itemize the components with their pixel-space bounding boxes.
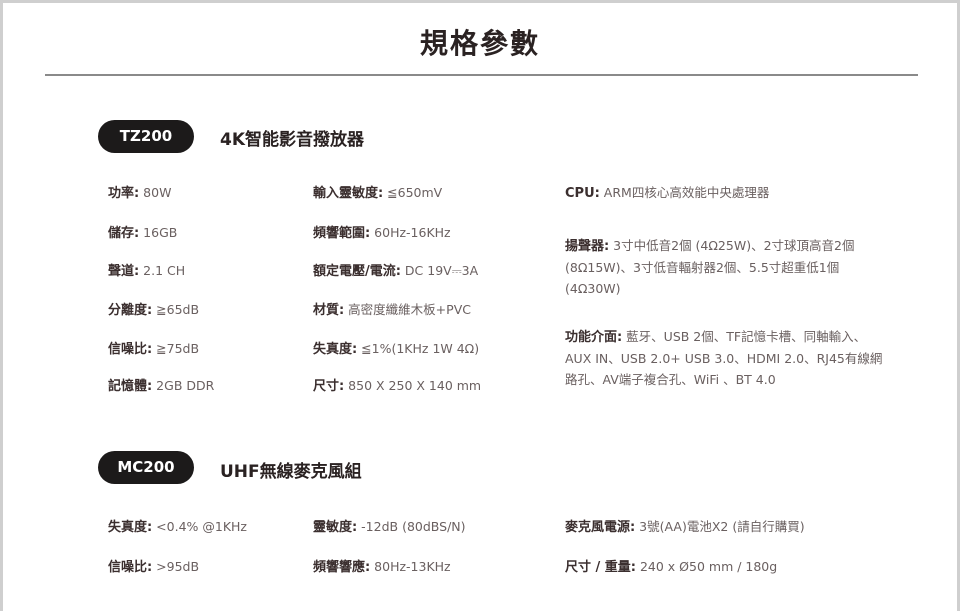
tz200-badge: TZ200 [98,120,194,153]
spec-label: 輸入靈敏度: [313,186,384,201]
spec-value: 60Hz-16KHz [370,225,451,240]
spec-value: ≦650mV [383,185,443,200]
spec-value: ARM四核心高效能中央處理器 [599,185,770,200]
spec-label: 尺寸 / 重量: [565,560,636,575]
spec-item: CPU: ARM四核心高效能中央處理器 [565,182,769,204]
spec-item: 材質: 高密度纖維木板+PVC [313,299,471,321]
mc200-heading: UHF無線麥克風組 [220,462,362,482]
spec-label: 靈敏度: [313,520,358,535]
spec-item: 麥克風電源: 3號(AA)電池X2 (請自行購買) [565,516,805,538]
spec-value: 80Hz-13KHz [370,559,451,574]
spec-label: 尺寸: [313,379,345,394]
spec-value: 藍牙、USB 2個、TF記憶卡槽、同軸輸入、AUX IN、USB 2.0+ US… [565,329,883,387]
spec-value: DC 19V⎓3A [400,263,479,278]
spec-item: 失真度: ≦1%(1KHz 1W 4Ω) [313,338,479,360]
spec-item: 信噪比: >95dB [108,556,199,578]
spec-item: 功能介面: 藍牙、USB 2個、TF記憶卡槽、同軸輸入、AUX IN、USB 2… [565,326,890,390]
spec-item: 靈敏度: -12dB (80dBS/N) [313,516,466,538]
spec-item: 頻響範圍: 60Hz-16KHz [313,222,451,244]
spec-value: -12dB (80dBS/N) [357,519,466,534]
spec-item: 信噪比: ≧75dB [108,338,199,360]
spec-item: 儲存: 16GB [108,222,177,244]
spec-value: 高密度纖維木板+PVC [344,302,471,317]
spec-item: 尺寸 / 重量: 240 x Ø50 mm / 180g [565,556,777,578]
divider [45,74,918,76]
spec-label: 儲存: [108,226,140,241]
spec-item: 尺寸: 850 X 250 X 140 mm [313,375,481,397]
spec-label: 功率: [108,186,140,201]
spec-value: 2GB DDR [152,378,215,393]
mc200-badge: MC200 [98,451,194,484]
spec-label: 頻響響應: [313,560,371,575]
spec-value: 3號(AA)電池X2 (請自行購買) [635,519,805,534]
spec-value: 850 X 250 X 140 mm [344,378,482,393]
spec-item: 額定電壓/電流: DC 19V⎓3A [313,260,478,282]
spec-item: 聲道: 2.1 CH [108,260,185,282]
spec-label: 失真度: [313,342,358,357]
spec-label: CPU: [565,186,600,201]
spec-value: ≧65dB [152,302,200,317]
spec-label: 額定電壓/電流: [313,264,401,279]
spec-value: 16GB [139,225,178,240]
page-title: 規格參數 [419,27,540,60]
spec-item: 記憶體: 2GB DDR [108,375,214,397]
spec-value: ≧75dB [152,341,200,356]
spec-item: 分離度: ≧65dB [108,299,199,321]
spec-label: 揚聲器: [565,239,610,254]
spec-value: <0.4% @1KHz [152,519,247,534]
spec-value: >95dB [152,559,200,574]
spec-label: 分離度: [108,303,153,318]
spec-label: 聲道: [108,264,140,279]
spec-label: 功能介面: [565,330,623,345]
spec-item: 揚聲器: 3寸中低音2個 (4Ω25W)、2寸球頂高音2個(8Ω15W)、3寸低… [565,235,890,299]
spec-value: 2.1 CH [139,263,186,278]
spec-label: 材質: [313,303,345,318]
spec-label: 信噪比: [108,560,153,575]
spec-label: 麥克風電源: [565,520,636,535]
spec-value: 240 x Ø50 mm / 180g [636,559,778,574]
spec-value: ≦1%(1KHz 1W 4Ω) [357,341,480,356]
spec-label: 信噪比: [108,342,153,357]
spec-item: 失真度: <0.4% @1KHz [108,516,247,538]
tz200-heading: 4K智能影音撥放器 [220,130,365,150]
spec-label: 記憶體: [108,379,153,394]
spec-label: 失真度: [108,520,153,535]
spec-value: 3寸中低音2個 (4Ω25W)、2寸球頂高音2個(8Ω15W)、3寸低音輻射器2… [565,238,855,296]
spec-item: 頻響響應: 80Hz-13KHz [313,556,451,578]
spec-item: 功率: 80W [108,182,171,204]
spec-value: 80W [139,185,172,200]
spec-label: 頻響範圍: [313,226,371,241]
spec-item: 輸入靈敏度: ≦650mV [313,182,442,204]
